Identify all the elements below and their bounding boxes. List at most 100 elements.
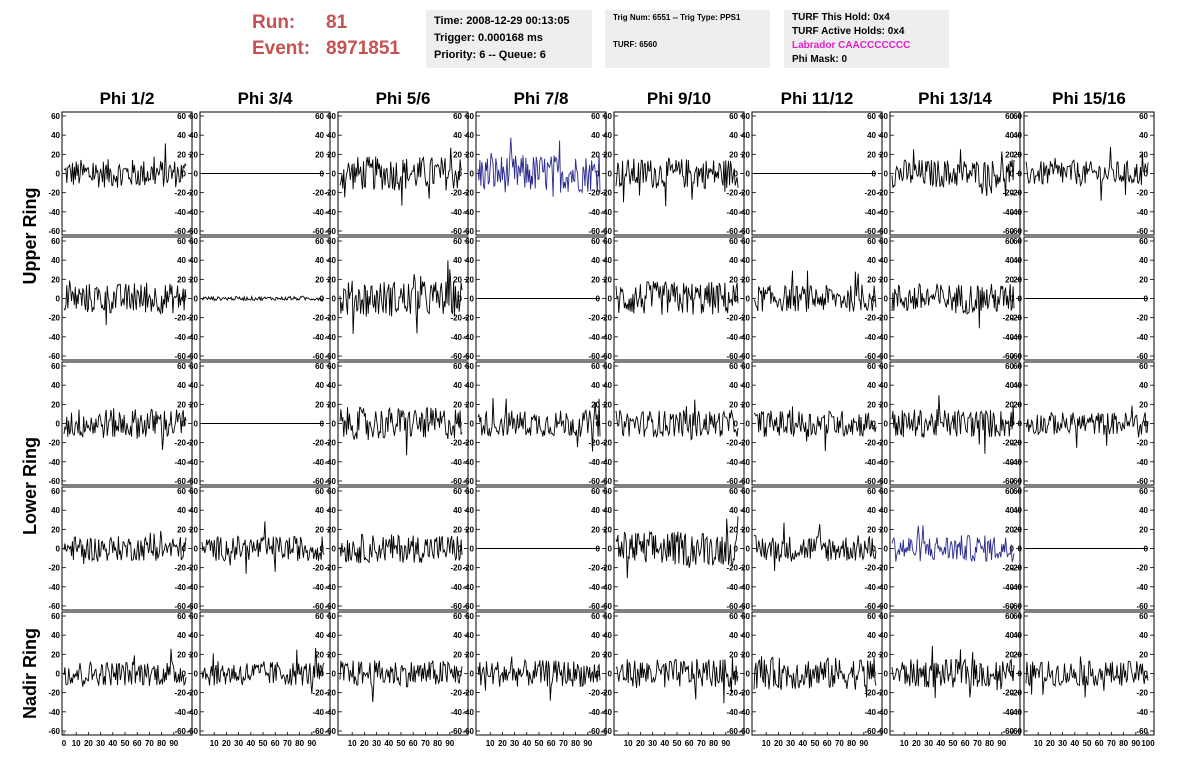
- x-tick-label: 90: [721, 739, 730, 748]
- waveform-trace: [339, 406, 463, 456]
- y-tick-label-right: 0: [182, 170, 187, 179]
- y-tick-label-left: -60: [462, 227, 474, 236]
- y-tick-label-left: 40: [603, 506, 612, 515]
- x-tick-label: 30: [234, 739, 243, 748]
- y-tick-label-left: 20: [879, 650, 888, 659]
- y-tick-label-left: -60: [1010, 727, 1022, 736]
- y-tick-label-right: -60: [1136, 727, 1148, 736]
- y-tick-label-left: 40: [51, 131, 60, 140]
- y-tick-label-left: 60: [327, 237, 336, 246]
- trig-num-text: Trig Num: 6551 -- Trig Type: PPS1: [613, 13, 741, 22]
- y-tick-label-right: 40: [1005, 631, 1014, 640]
- y-tick-label-right: 20: [1005, 150, 1014, 159]
- y-tick-label-right: 60: [177, 237, 186, 246]
- y-tick-label-left: -40: [462, 583, 474, 592]
- y-tick-label-right: -20: [726, 314, 738, 323]
- y-tick-label-right: -40: [312, 333, 324, 342]
- y-tick-label-left: 60: [879, 112, 888, 121]
- y-tick-label-left: 20: [1013, 650, 1022, 659]
- y-tick-label-left: -20: [1010, 189, 1022, 198]
- y-tick-label-right: -20: [450, 314, 462, 323]
- panel-r3-c2: -60 -60 -40 -40 -20 -20 0 0 20 20 40 40 60 60: [186, 361, 331, 486]
- x-tick-label: 50: [949, 739, 958, 748]
- y-tick-label-right: 20: [729, 275, 738, 284]
- y-tick-label-left: -20: [186, 689, 198, 698]
- turf-this-hold-text: TURF This Hold: 0x4: [792, 12, 890, 23]
- y-tick-label-left: 0: [608, 420, 613, 429]
- x-tick-label: 80: [985, 739, 994, 748]
- y-tick-label-left: -60: [324, 477, 336, 486]
- y-tick-label-right: -60: [588, 227, 600, 236]
- x-tick-label: 70: [1107, 739, 1116, 748]
- y-tick-label-right: -60: [864, 477, 876, 486]
- y-tick-label-right: 0: [734, 170, 739, 179]
- y-tick-label-left: -40: [324, 208, 336, 217]
- y-tick-label-left: 40: [327, 506, 336, 515]
- y-tick-label-right: -60: [312, 227, 324, 236]
- y-tick-label-right: -20: [450, 689, 462, 698]
- y-tick-label-left: 20: [465, 525, 474, 534]
- y-tick-label-left: 0: [1018, 170, 1023, 179]
- y-tick-label-right: -40: [450, 708, 462, 717]
- y-tick-label-left: -40: [738, 708, 750, 717]
- y-tick-label-left: 0: [332, 170, 337, 179]
- y-tick-label-left: 40: [465, 256, 474, 265]
- y-tick-label-left: 0: [470, 420, 475, 429]
- y-tick-label-right: -40: [312, 708, 324, 717]
- y-tick-label-right: 60: [1005, 487, 1014, 496]
- x-tick-label: 90: [997, 739, 1006, 748]
- y-tick-label-left: -40: [738, 208, 750, 217]
- y-tick-label-left: -60: [186, 352, 198, 361]
- y-tick-label-right: -20: [726, 564, 738, 573]
- y-tick-label-left: 60: [465, 362, 474, 371]
- column-label-4: Phi 7/8: [514, 89, 569, 108]
- panel-r4-c4: -60 -60 -40 -40 -20 -20 0 0 20 20 40 40 60 60: [462, 486, 607, 611]
- y-tick-label-right: 0: [320, 170, 325, 179]
- y-tick-label-left: 20: [879, 525, 888, 534]
- y-tick-label-right: -40: [174, 458, 186, 467]
- y-tick-label-left: 40: [51, 256, 60, 265]
- y-tick-label-left: 40: [603, 381, 612, 390]
- y-tick-label-right: -60: [312, 602, 324, 611]
- y-tick-label-left: 20: [51, 525, 60, 534]
- x-tick-label: 20: [774, 739, 783, 748]
- waveform-trace: [201, 294, 325, 302]
- y-tick-label-left: 0: [56, 545, 61, 554]
- x-tick-label: 100: [1141, 739, 1155, 748]
- y-tick-label-left: -40: [462, 458, 474, 467]
- y-tick-label-right: 40: [177, 381, 186, 390]
- y-tick-label-right: -60: [174, 477, 186, 486]
- x-tick-label: 20: [360, 739, 369, 748]
- y-tick-label-left: 0: [470, 295, 475, 304]
- waveform-trace: [201, 521, 325, 574]
- y-tick-label-right: 20: [729, 400, 738, 409]
- time-info-box: Time: 2008-12-29 00:13:05 Trigger: 0.000…: [426, 10, 592, 68]
- x-tick-label: 10: [1034, 739, 1043, 748]
- x-tick-label: 80: [847, 739, 856, 748]
- y-tick-label-left: -40: [324, 583, 336, 592]
- y-tick-label-left: 40: [603, 256, 612, 265]
- y-tick-label-left: -60: [48, 477, 60, 486]
- y-tick-label-right: 40: [177, 631, 186, 640]
- y-tick-label-right: 20: [867, 400, 876, 409]
- y-tick-label-left: 20: [51, 650, 60, 659]
- y-tick-label-right: 40: [1005, 506, 1014, 515]
- x-tick-label: 10: [762, 739, 771, 748]
- y-tick-label-right: -20: [588, 189, 600, 198]
- x-tick-label: 10: [348, 739, 357, 748]
- y-tick-label-right: -40: [174, 208, 186, 217]
- y-tick-label-right: 20: [867, 275, 876, 284]
- y-tick-label-right: 40: [1139, 131, 1148, 140]
- y-tick-label-right: 20: [867, 150, 876, 159]
- y-tick-label-left: 40: [1013, 631, 1022, 640]
- y-tick-label-right: 60: [867, 487, 876, 496]
- y-tick-label-right: 40: [315, 131, 324, 140]
- y-tick-label-right: -40: [1002, 583, 1014, 592]
- waveform-trace: [615, 657, 739, 704]
- x-tick-label: 80: [157, 739, 166, 748]
- y-tick-label-right: 0: [734, 295, 739, 304]
- y-tick-label-left: -60: [738, 727, 750, 736]
- y-tick-label-right: -40: [312, 458, 324, 467]
- y-tick-label-right: -20: [588, 314, 600, 323]
